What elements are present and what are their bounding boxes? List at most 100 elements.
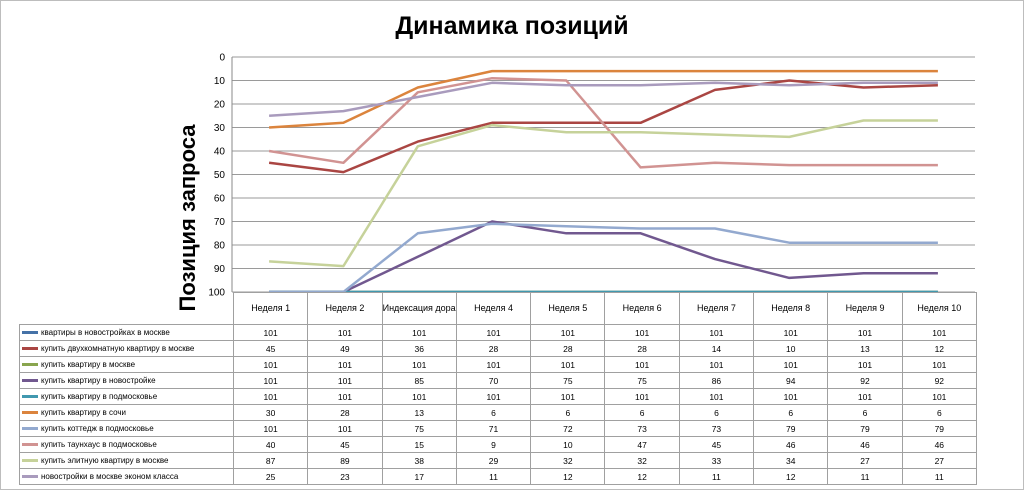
legend-entry: купить квартиру в москве (19, 356, 234, 373)
data-label: 34 (753, 452, 829, 469)
data-label: 92 (901, 372, 977, 389)
data-label: 101 (232, 388, 309, 405)
legend-entry: купить квартиру в новостройке (19, 372, 234, 389)
series-name: купить элитную квартиру в москве (41, 456, 169, 465)
data-label: 11 (827, 468, 903, 485)
data-label: 11 (678, 468, 755, 485)
series-name: купить квартиру в новостройке (41, 376, 156, 385)
x-tick-label: Неделя 4 (455, 292, 532, 325)
series-name: купить двухкомнатную квартиру в москве (41, 344, 195, 353)
data-label: 101 (901, 324, 977, 341)
data-label: 89 (307, 452, 383, 469)
legend-entry: купить коттедж в подмосковье (19, 420, 234, 437)
x-tick-label: Неделя 7 (678, 292, 755, 325)
data-label: 101 (901, 356, 977, 373)
data-label: 101 (530, 388, 606, 405)
data-label: 29 (455, 452, 532, 469)
data-label: 79 (827, 420, 903, 437)
table-row: купить элитную квартиру в москве 87 89 38 29… (19, 452, 977, 469)
series-line-9 (269, 119, 938, 268)
data-label: 47 (604, 436, 680, 453)
data-label: 40 (232, 436, 309, 453)
data-label: 28 (604, 340, 680, 357)
data-label: 101 (232, 324, 309, 341)
data-label: 72 (530, 420, 606, 437)
data-label: 79 (753, 420, 829, 437)
data-label: 101 (753, 324, 829, 341)
series-line-7 (269, 222, 938, 292)
data-label: 101 (604, 324, 680, 341)
data-label: 6 (827, 404, 903, 421)
x-tick-label: Неделя 10 (901, 292, 977, 325)
legend-entry: новостройки в москве эконом класса (19, 468, 234, 485)
data-label: 6 (455, 404, 532, 421)
table-row: купить коттедж в подмосковье 101 101 75 71 72… (19, 420, 977, 437)
data-label: 6 (604, 404, 680, 421)
data-label: 73 (678, 420, 755, 437)
data-label: 12 (901, 340, 977, 357)
data-label: 101 (232, 372, 309, 389)
data-label: 38 (381, 452, 457, 469)
x-tick-label: Неделя 1 (232, 292, 309, 325)
legend-key-icon (22, 443, 38, 447)
table-row: купить таунхаус в подмосковье 40 45 15 9 10 47… (19, 436, 977, 453)
legend-entry: купить таунхаус в подмосковье (19, 436, 234, 453)
data-label: 101 (307, 388, 383, 405)
table-row: квартиры в новостройках в москве 101 101 10… (19, 324, 977, 341)
table-row: купить квартиру в подмосковье 101 101 101 10… (19, 388, 977, 405)
x-tick-label: Неделя 6 (604, 292, 680, 325)
x-tick-label: Неделя 5 (530, 292, 606, 325)
data-label: 10 (753, 340, 829, 357)
table-corner (19, 292, 234, 325)
data-label: 46 (901, 436, 977, 453)
data-label: 45 (307, 436, 383, 453)
legend-key-icon (22, 363, 38, 367)
y-tick-label: 50 (214, 170, 226, 181)
chart-title: Динамика позиций (395, 12, 629, 40)
legend-entry: купить двухкомнатную квартиру в москве (19, 340, 234, 357)
legend-key-icon (22, 427, 38, 431)
data-label: 45 (232, 340, 309, 357)
data-label: 101 (307, 420, 383, 437)
data-label: 6 (753, 404, 829, 421)
legend-key-icon (22, 411, 38, 415)
data-label: 14 (678, 340, 755, 357)
data-label: 13 (827, 340, 903, 357)
x-tick-label: Неделя 9 (827, 292, 903, 325)
data-label: 6 (678, 404, 755, 421)
y-tick-label: 90 (214, 264, 226, 275)
data-label: 36 (381, 340, 457, 357)
y-tick-label: 60 (214, 194, 226, 205)
series-line-4 (269, 220, 938, 292)
data-label: 27 (901, 452, 977, 469)
series-line-8 (268, 76, 938, 169)
data-label: 75 (381, 420, 457, 437)
series-line-10 (269, 81, 938, 118)
data-label: 12 (753, 468, 829, 485)
data-label: 92 (827, 372, 903, 389)
data-label: 73 (604, 420, 680, 437)
legend-entry: купить квартиру в сочи (19, 404, 234, 421)
data-label: 32 (604, 452, 680, 469)
legend-key-icon (22, 331, 38, 335)
data-label: 101 (455, 388, 532, 405)
data-label: 75 (530, 372, 606, 389)
data-label: 101 (232, 420, 309, 437)
data-label: 11 (455, 468, 532, 485)
data-label: 71 (455, 420, 532, 437)
series-name: купить коттедж в подмосковье (41, 424, 154, 433)
table-row: купить квартиру в москве 101 101 101 101 101 1… (19, 356, 977, 373)
data-label: 6 (901, 404, 977, 421)
data-label: 101 (381, 388, 457, 405)
data-label: 49 (307, 340, 383, 357)
data-label: 101 (455, 356, 532, 373)
series-name: новостройки в москве эконом класса (41, 472, 179, 481)
series-name: купить квартиру в сочи (41, 408, 127, 417)
data-label: 28 (455, 340, 532, 357)
data-label: 101 (678, 356, 755, 373)
data-label: 101 (381, 324, 457, 341)
data-label: 101 (232, 356, 309, 373)
data-label: 45 (678, 436, 755, 453)
data-label: 12 (604, 468, 680, 485)
data-label: 79 (901, 420, 977, 437)
